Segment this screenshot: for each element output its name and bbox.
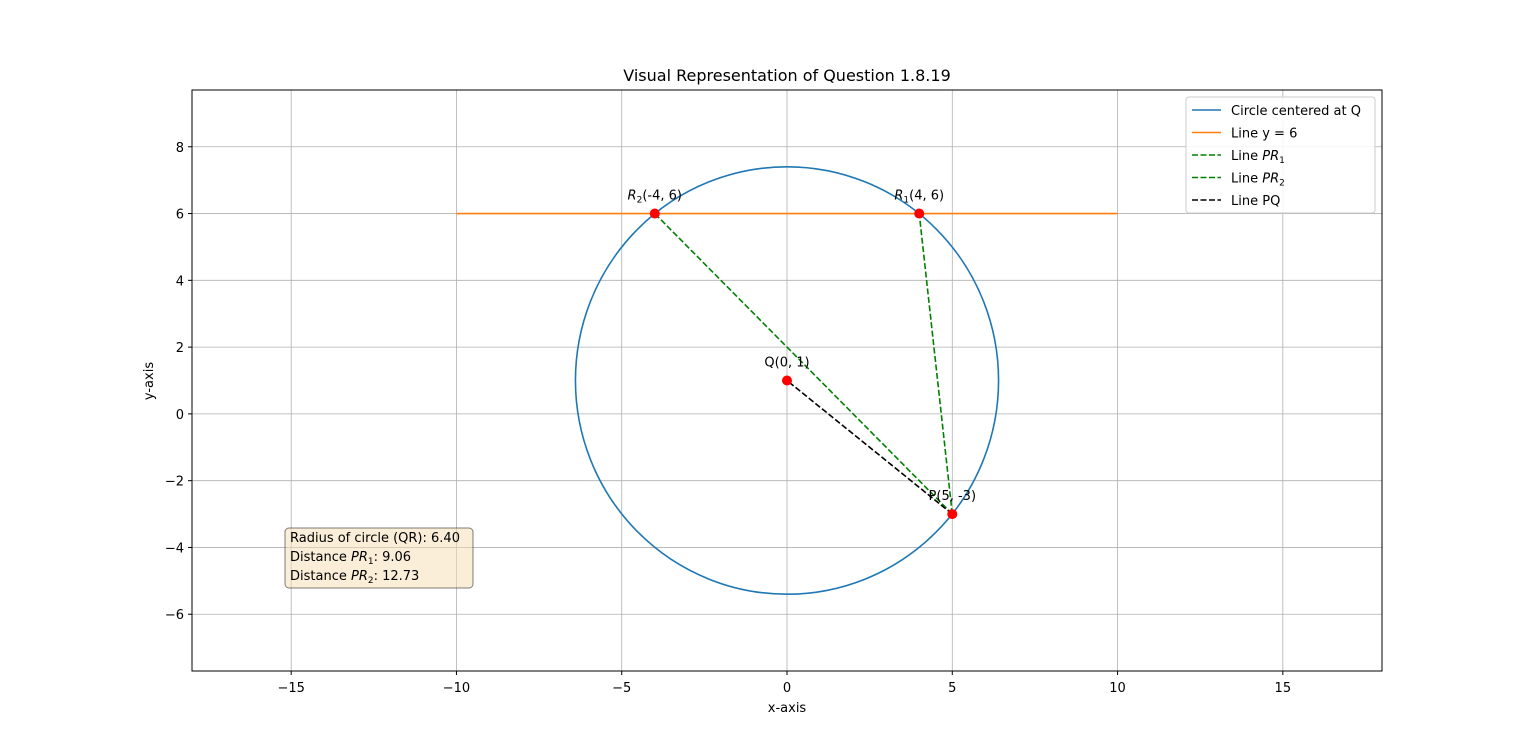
point-label: Q(0, 1) [764,356,809,371]
x-tick-label: 5 [948,681,956,696]
legend-frame [1185,96,1376,214]
chart-title: Visual Representation of Question 1.8.19 [623,66,951,85]
series-line-4 [786,379,953,515]
point-marker [782,375,792,386]
x-axis-label: x-axis [768,701,807,716]
circle-series [574,165,1000,596]
x-tick-label: 0 [783,681,791,696]
info-box-frame [284,527,474,589]
point-marker [947,509,958,520]
y-tick-label: 2 [176,341,184,356]
y-tick-label: −6 [165,608,184,623]
legend-entry: Circle centered at Q [1231,104,1361,119]
x-tick-label: 15 [1275,681,1292,696]
x-tick-label: −15 [277,681,304,696]
y-tick-label: 8 [176,141,184,156]
plot-area: Q(0, 1) P(5, -3) R1(4, 6) R2(-4, 6) [456,165,1118,596]
legend-entry: Line PQ [1231,194,1280,209]
info-radius: Radius of circle (QR): 6.40 [290,531,460,546]
point-marker [914,208,925,219]
y-tick-label: 4 [176,274,184,289]
info-distance-pr1: Distance PR1: 9.06 [290,550,411,567]
point-label: R2(-4, 6) [628,189,682,206]
y-axis-label: y-axis [142,362,157,400]
y-tick-label: 0 [176,408,184,423]
legend-entry: Line y = 6 [1231,127,1297,142]
y-tick-label: −2 [165,475,184,490]
tick-labels: −15 −10 −5 0 5 10 15 −6 −4 −2 0 2 4 6 8 [165,141,1291,696]
legend-entry: Line PR1 [1231,149,1285,166]
info-distance-pr2: Distance PR2: 12.73 [290,569,419,586]
y-tick-label: 6 [176,208,184,223]
x-tick-label: 10 [1109,681,1126,696]
legend: Circle centered at Q Line y = 6 Line PR1 Li… [1185,96,1376,214]
point-label: R1(4, 6) [894,189,944,206]
series-line-3 [654,212,953,515]
info-box: Radius of circle (QR): 6.40 Distance PR1:… [284,527,474,589]
series-line-2 [918,213,954,515]
y-tick-label: −4 [165,541,184,556]
plot-frame [191,89,1383,672]
x-tick-label: −10 [443,681,470,696]
point-marker [649,208,660,219]
legend-entry: Line PR2 [1231,172,1285,189]
point-label: P(5, -3) [929,489,976,504]
x-tick-label: −5 [612,681,631,696]
